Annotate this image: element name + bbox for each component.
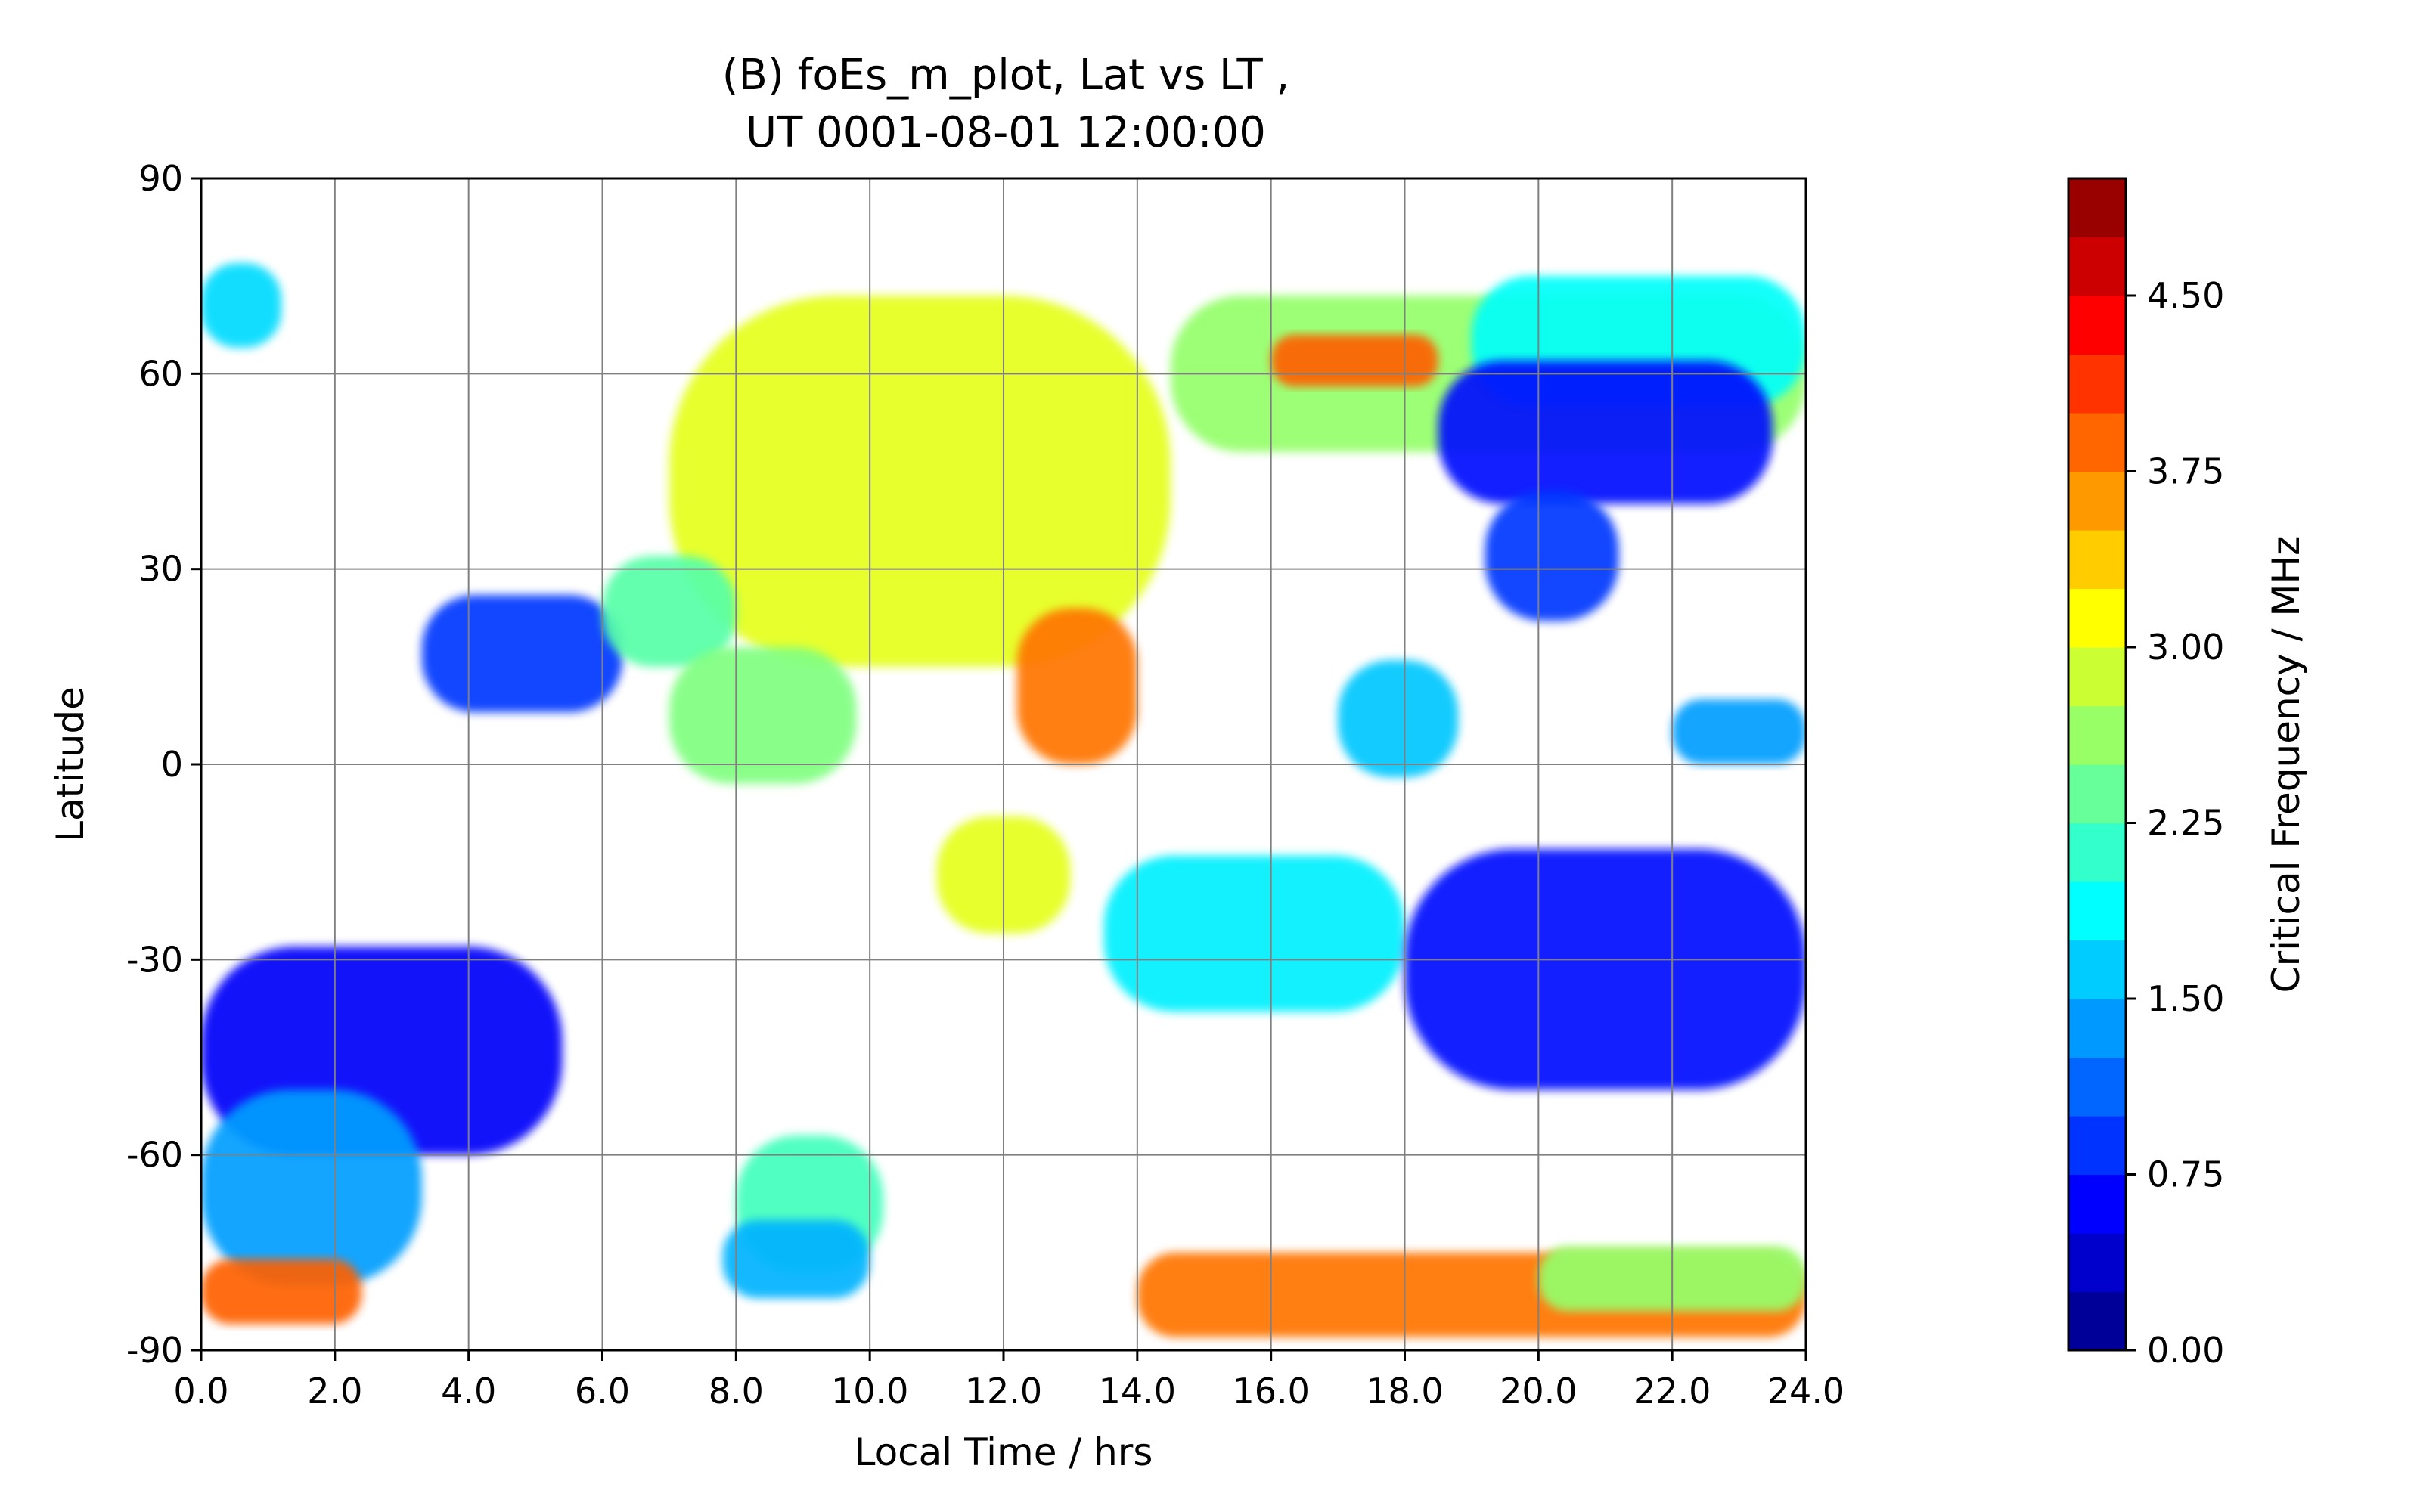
x-tick-label: 24.0: [1767, 1371, 1844, 1411]
x-tick-label: 10.0: [831, 1371, 908, 1411]
region-left-mid-blue: [421, 595, 623, 713]
contour-regions: [201, 262, 1806, 1337]
colorbar-band: [2068, 296, 2126, 355]
region-north-band-orange-edge: [1270, 334, 1438, 387]
region-central-orange: [1016, 608, 1137, 764]
x-tick-label: 14.0: [1099, 1371, 1176, 1411]
region-south-left-blue-diag: [201, 1089, 422, 1285]
region-south-left-orange: [201, 1259, 362, 1325]
region-north-band-blue: [1438, 361, 1773, 504]
region-north-band-blue-tail: [1485, 491, 1619, 621]
colorbar-band: [2068, 999, 2126, 1058]
y-tick-label: -60: [126, 1135, 183, 1176]
x-tick-label: 0.0: [173, 1371, 228, 1411]
region-right-cyan-ring: [1338, 660, 1459, 778]
y-tick-label: -30: [126, 939, 183, 980]
colorbar-tick-label: 0.00: [2147, 1330, 2224, 1371]
colorbar-band: [2068, 1116, 2126, 1176]
colorbar-band: [2068, 588, 2126, 648]
colorbar-band: [2068, 823, 2126, 882]
x-tick-label: 6.0: [575, 1371, 630, 1411]
x-axis-ticks: 0.0 2.0 4.0 6.0 8.0 10.0 12.0 14.0 16.0 18.0 20.0 2…: [173, 1350, 1844, 1411]
colorbar-frame: [2067, 177, 2127, 1352]
colorbar-tick-label: 3.00: [2147, 627, 2224, 668]
colorbar-band: [2068, 1174, 2126, 1234]
x-tick-label: 20.0: [1500, 1371, 1577, 1411]
y-tick-label: 30: [138, 549, 183, 590]
colorbar-band: [2068, 237, 2126, 296]
colorbar-tick-label: 3.75: [2147, 451, 2224, 492]
x-tick-label: 2.0: [307, 1371, 362, 1411]
x-tick-label: 8.0: [709, 1371, 764, 1411]
region-south-mid-cyan: [1103, 855, 1405, 1012]
x-tick-label: 22.0: [1634, 1371, 1711, 1411]
y-tick-label: -90: [126, 1330, 183, 1371]
region-south-right-blue-arch: [1404, 848, 1806, 1090]
colorbar-band: [2068, 647, 2126, 707]
colorbar-band: [2068, 1233, 2126, 1293]
colorbar-tick-label: 2.25: [2147, 803, 2224, 844]
chart-title-line2: UT 0001-08-01 12:00:00: [746, 108, 1266, 157]
y-tick-label: 90: [138, 158, 183, 199]
colorbar-ticks: 0.00 0.75 1.50 2.25 3.00 3.75 4.50: [2126, 275, 2224, 1371]
x-tick-label: 18.0: [1366, 1371, 1443, 1411]
y-axis-ticks: -90 -60 -30 0 30 60 90: [126, 158, 201, 1371]
colorbar-band: [2068, 705, 2126, 765]
region-south-blue-streak: [722, 1219, 870, 1299]
colorbar-band: [2068, 881, 2126, 941]
region-east-equator-band: [1672, 699, 1806, 764]
y-axis-label: Latitude: [48, 686, 92, 842]
y-tick-label: 0: [161, 744, 183, 785]
region-top-left-patch: [201, 262, 282, 348]
colorbar-tick-label: 0.75: [2147, 1154, 2224, 1195]
colorbar-tick-label: 4.50: [2147, 275, 2224, 316]
colorbar-band: [2068, 1291, 2126, 1351]
x-tick-label: 12.0: [965, 1371, 1042, 1411]
colorbar-band: [2068, 940, 2126, 999]
x-axis-label: Local Time / hrs: [855, 1430, 1153, 1474]
region-left-mid-green: [602, 556, 737, 667]
colorbar-tick-label: 1.50: [2147, 978, 2224, 1019]
colorbar-band: [2068, 471, 2126, 531]
x-tick-label: 16.0: [1232, 1371, 1309, 1411]
y-tick-label: 60: [138, 353, 183, 394]
chart-title-line1: (B) foEs_m_plot, Lat vs LT ,: [722, 51, 1290, 100]
colorbar-band: [2068, 178, 2126, 238]
colorbar: [2068, 178, 2126, 1351]
colorbar-band: [2068, 354, 2126, 414]
colorbar-band: [2068, 413, 2126, 472]
colorbar-band: [2068, 764, 2126, 824]
colorbar-label: Critical Frequency / MHz: [2264, 536, 2308, 993]
x-tick-label: 4.0: [441, 1371, 496, 1411]
colorbar-band: [2068, 530, 2126, 590]
region-equator-green: [669, 647, 857, 784]
region-mid-north-yellow: [669, 296, 1171, 667]
colorbar-band: [2068, 1057, 2126, 1117]
